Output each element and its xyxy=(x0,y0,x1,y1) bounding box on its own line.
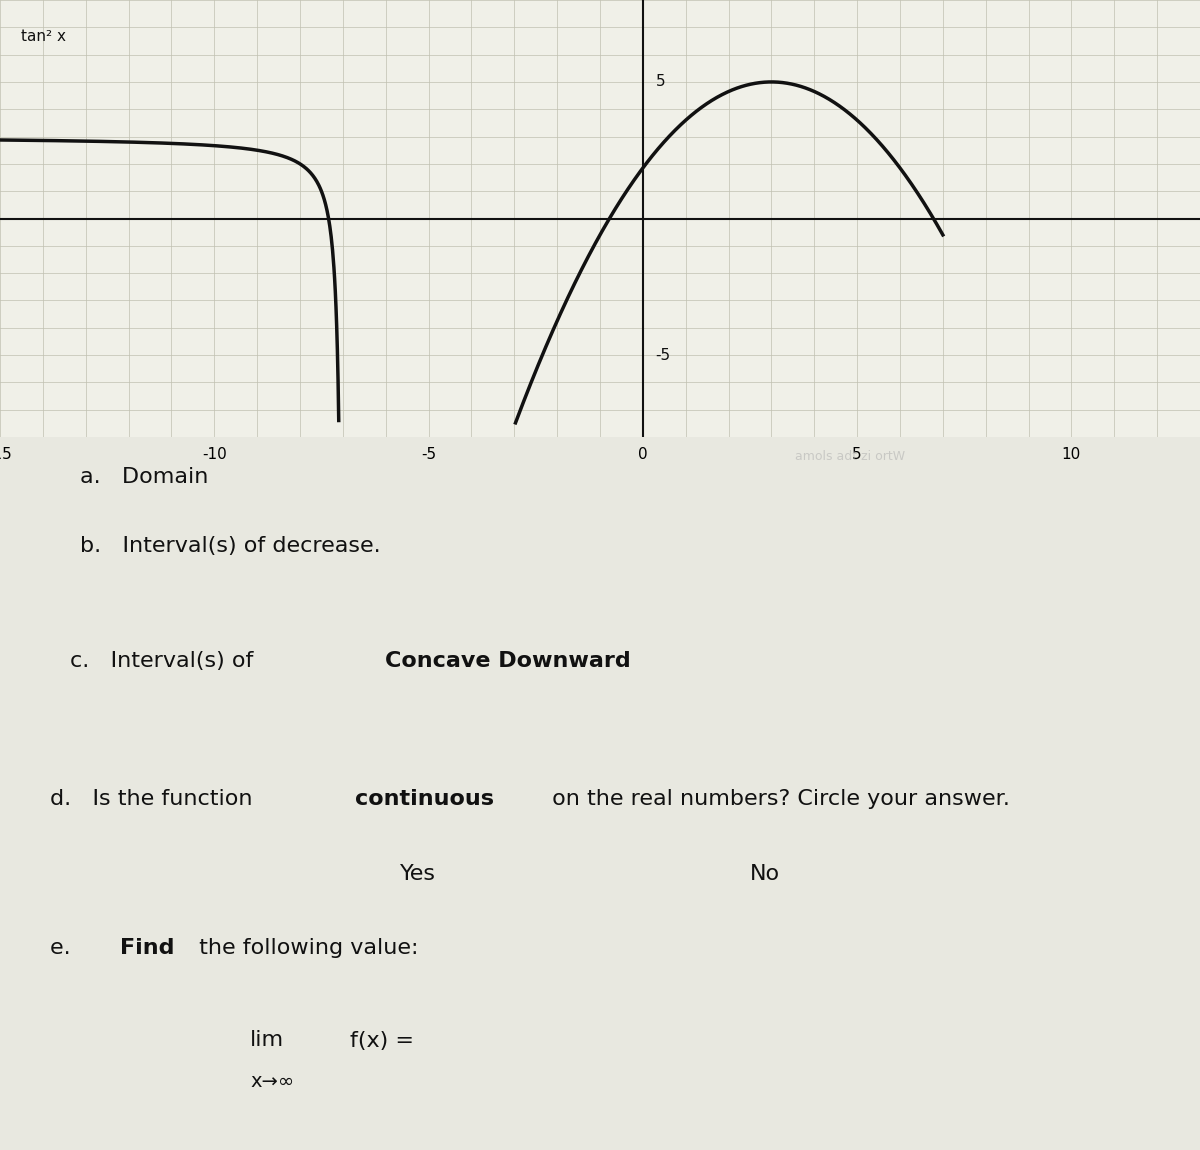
Text: amols adt zi ortW: amols adt zi ortW xyxy=(794,450,905,463)
Text: 5: 5 xyxy=(655,75,665,90)
Text: No: No xyxy=(750,864,780,883)
Text: Yes: Yes xyxy=(400,864,436,883)
Text: Find: Find xyxy=(120,938,174,958)
Text: the following value:: the following value: xyxy=(192,938,419,958)
Text: d.   Is the function: d. Is the function xyxy=(50,789,259,808)
Text: x→∞: x→∞ xyxy=(250,1072,294,1090)
Text: e.: e. xyxy=(50,938,92,958)
Text: -5: -5 xyxy=(655,347,671,362)
Text: on the real numbers? Circle your answer.: on the real numbers? Circle your answer. xyxy=(545,789,1010,808)
Text: tan² x: tan² x xyxy=(22,29,66,44)
Text: a.   Domain: a. Domain xyxy=(80,467,209,486)
Text: b.   Interval(s) of decrease.: b. Interval(s) of decrease. xyxy=(80,536,380,555)
Text: c.   Interval(s) of: c. Interval(s) of xyxy=(70,651,260,670)
Text: continuous: continuous xyxy=(355,789,494,808)
Text: f(x) =: f(x) = xyxy=(350,1030,414,1050)
Text: Concave Downward: Concave Downward xyxy=(385,651,631,670)
Text: lim: lim xyxy=(250,1030,284,1050)
